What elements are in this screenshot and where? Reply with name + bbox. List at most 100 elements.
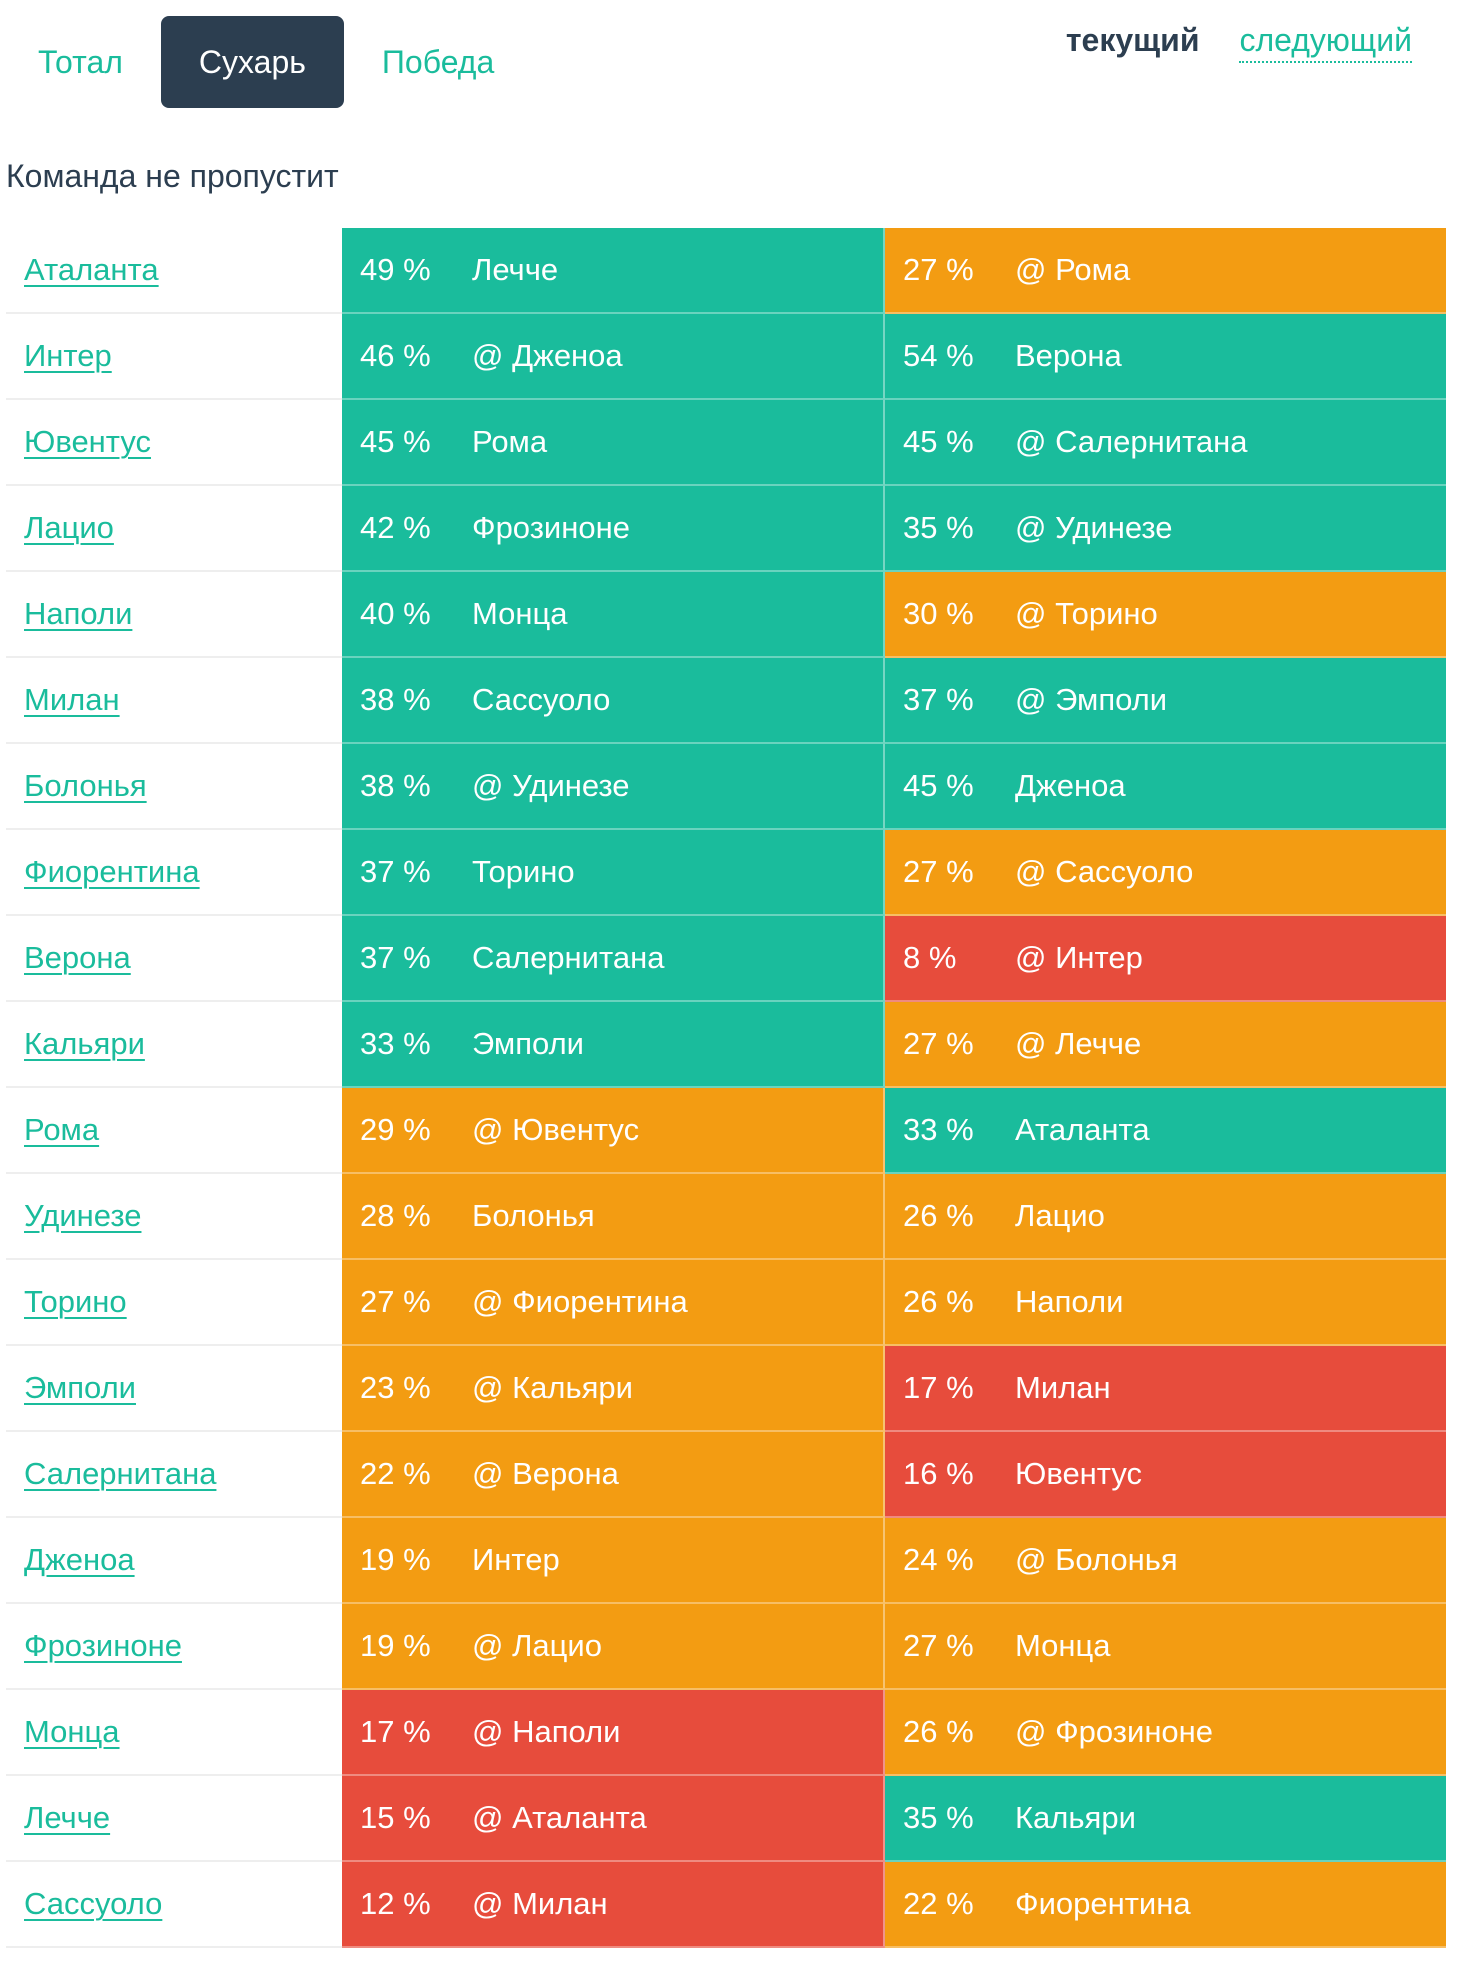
team-link[interactable]: Верона (24, 940, 131, 975)
next-match-cell: 17 % Милан (885, 1346, 1446, 1432)
market-tabs: Тотал Сухарь Победа (0, 16, 532, 108)
team-link[interactable]: Рома (24, 1112, 100, 1147)
team-cell: Интер (6, 314, 342, 400)
opponent: @ Дженоа (472, 338, 623, 373)
team-link[interactable]: Торино (24, 1284, 127, 1319)
team-link[interactable]: Салернитана (24, 1456, 217, 1491)
probability: 27 % (360, 1284, 431, 1319)
current-match-cell: 42 % Фрозиноне (342, 486, 885, 572)
current-match-cell: 38 % @ Удинезе (342, 744, 885, 830)
next-match-cell: 27 % @ Рома (885, 228, 1446, 314)
probability: 40 % (360, 596, 431, 631)
opponent: @ Эмполи (1015, 682, 1168, 717)
current-match-cell: 17 % @ Наполи (342, 1690, 885, 1776)
team-link[interactable]: Ювентус (24, 424, 151, 459)
next-match-cell: 35 % Кальяри (885, 1776, 1446, 1862)
team-link[interactable]: Лечче (24, 1800, 111, 1835)
team-link[interactable]: Дженоа (24, 1542, 135, 1577)
team-cell: Удинезе (6, 1174, 342, 1260)
next-match-cell: 22 % Фиорентина (885, 1862, 1446, 1948)
team-cell: Милан (6, 658, 342, 744)
opponent: Верона (1015, 338, 1122, 373)
next-match-cell: 45 % @ Салернитана (885, 400, 1446, 486)
opponent: @ Милан (472, 1886, 608, 1921)
current-match-cell: 33 % Эмполи (342, 1002, 885, 1088)
team-cell: Наполи (6, 572, 342, 658)
next-match-cell: 54 % Верона (885, 314, 1446, 400)
team-link[interactable]: Монца (24, 1714, 120, 1749)
current-match-cell: 37 % Салернитана (342, 916, 885, 1002)
probability: 29 % (360, 1112, 431, 1147)
round-next-link[interactable]: следующий (1239, 22, 1412, 63)
table-row: Лечче 15 % @ Аталанта 35 % Кальяри (6, 1776, 1446, 1862)
team-cell: Дженоа (6, 1518, 342, 1604)
probability: 46 % (360, 338, 431, 373)
opponent: @ Удинезе (472, 768, 630, 803)
current-match-cell: 15 % @ Аталанта (342, 1776, 885, 1862)
tab-total[interactable]: Тотал (38, 44, 123, 80)
team-cell: Лацио (6, 486, 342, 572)
probability: 23 % (360, 1370, 431, 1405)
table-row: Торино 27 % @ Фиорентина 26 % Наполи (6, 1260, 1446, 1346)
team-cell: Сассуоло (6, 1862, 342, 1948)
probability: 49 % (360, 252, 431, 287)
team-cell: Ювентус (6, 400, 342, 486)
team-link[interactable]: Интер (24, 338, 112, 373)
team-cell: Салернитана (6, 1432, 342, 1518)
next-match-cell: 24 % @ Болонья (885, 1518, 1446, 1604)
table-row: Аталанта 49 % Лечче 27 % @ Рома (6, 228, 1446, 314)
opponent: @ Аталанта (472, 1800, 647, 1835)
round-current[interactable]: текущий (1065, 22, 1200, 58)
table-row: Кальяри 33 % Эмполи 27 % @ Лечче (6, 1002, 1446, 1088)
team-link[interactable]: Фиорентина (24, 854, 200, 889)
opponent: Ювентус (1015, 1456, 1142, 1491)
team-link[interactable]: Фрозиноне (24, 1628, 182, 1663)
table-row: Наполи 40 % Монца 30 % @ Торино (6, 572, 1446, 658)
team-cell: Фрозиноне (6, 1604, 342, 1690)
team-cell: Лечче (6, 1776, 342, 1862)
opponent: Фрозиноне (472, 510, 630, 545)
team-cell: Фиорентина (6, 830, 342, 916)
opponent: Салернитана (472, 940, 665, 975)
team-link[interactable]: Сассуоло (24, 1886, 163, 1921)
team-link[interactable]: Кальяри (24, 1026, 145, 1061)
opponent: Монца (472, 596, 568, 631)
probability: 12 % (360, 1886, 431, 1921)
opponent: @ Сассуоло (1015, 854, 1194, 889)
probability: 22 % (903, 1886, 974, 1921)
team-link[interactable]: Удинезе (24, 1198, 142, 1233)
opponent: Кальяри (1015, 1800, 1136, 1835)
opponent: Аталанта (1015, 1112, 1150, 1147)
team-link[interactable]: Эмполи (24, 1370, 136, 1405)
probability: 16 % (903, 1456, 974, 1491)
current-match-cell: 19 % Интер (342, 1518, 885, 1604)
next-match-cell: 16 % Ювентус (885, 1432, 1446, 1518)
table-row: Верона 37 % Салернитана 8 % @ Интер (6, 916, 1446, 1002)
team-link[interactable]: Наполи (24, 596, 133, 631)
next-match-cell: 33 % Аталанта (885, 1088, 1446, 1174)
opponent: Лацио (1015, 1198, 1105, 1233)
opponent: @ Фиорентина (472, 1284, 688, 1319)
opponent: Рома (472, 424, 548, 459)
team-link[interactable]: Лацио (24, 510, 114, 545)
probability: 17 % (903, 1370, 974, 1405)
next-match-cell: 26 % Лацио (885, 1174, 1446, 1260)
probability: 19 % (360, 1628, 431, 1663)
probability: 30 % (903, 596, 974, 631)
team-link[interactable]: Болонья (24, 768, 147, 803)
opponent: @ Кальяри (472, 1370, 633, 1405)
probability: 24 % (903, 1542, 974, 1577)
current-match-cell: 37 % Торино (342, 830, 885, 916)
tab-win[interactable]: Победа (381, 44, 495, 80)
tab-clean-sheet[interactable]: Сухарь (160, 16, 344, 108)
opponent: @ Фрозиноне (1015, 1714, 1214, 1749)
probability: 26 % (903, 1714, 974, 1749)
team-link[interactable]: Аталанта (24, 252, 159, 287)
opponent: @ Лацио (472, 1628, 602, 1663)
probability: 37 % (360, 940, 431, 975)
opponent: @ Салернитана (1015, 424, 1248, 459)
next-match-cell: 45 % Дженоа (885, 744, 1446, 830)
current-match-cell: 45 % Рома (342, 400, 885, 486)
opponent: @ Наполи (472, 1714, 621, 1749)
team-link[interactable]: Милан (24, 682, 120, 717)
